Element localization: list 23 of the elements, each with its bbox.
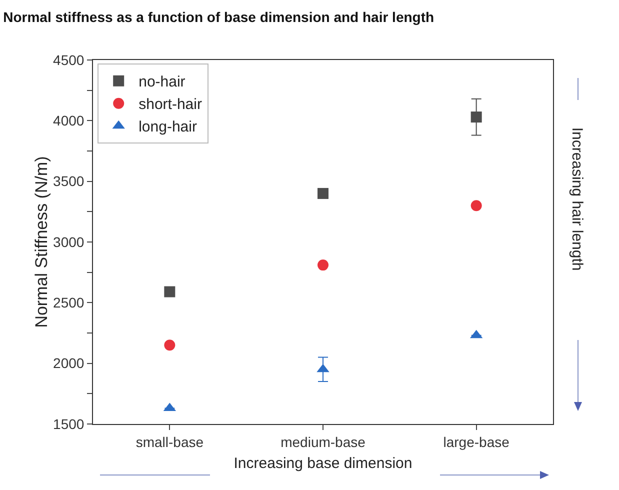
y-tick-label: 4000 bbox=[53, 112, 84, 129]
x-tick-label: small-base bbox=[136, 434, 204, 450]
y-tick-label: 1500 bbox=[53, 416, 84, 432]
point bbox=[318, 260, 328, 271]
y-tick-label: 3000 bbox=[53, 234, 84, 250]
y-tick-label: 4500 bbox=[53, 52, 84, 68]
point bbox=[470, 112, 482, 123]
y-axis-title: Normal Stiffness (N/m) bbox=[32, 156, 52, 328]
legend-label: no-hair bbox=[138, 74, 186, 91]
x-tick-label: medium-base bbox=[280, 434, 366, 450]
y-tick-label: 2000 bbox=[53, 355, 84, 372]
y-tick-label: 3500 bbox=[53, 173, 84, 190]
point bbox=[470, 200, 482, 212]
legend-label: short-hair bbox=[138, 96, 202, 114]
text: Increasing hair length bbox=[568, 127, 586, 271]
legend-label: long-hair bbox=[138, 118, 197, 136]
x-tick-label: large-base bbox=[443, 434, 510, 450]
chart-title: Normal stiffness as a function of base dimension and hair length bbox=[3, 9, 434, 26]
point bbox=[164, 286, 176, 298]
x-axis-title: Increasing base dimension bbox=[234, 454, 412, 472]
point bbox=[318, 188, 328, 199]
y-tick-label: 2500 bbox=[53, 294, 84, 311]
point bbox=[164, 340, 176, 351]
